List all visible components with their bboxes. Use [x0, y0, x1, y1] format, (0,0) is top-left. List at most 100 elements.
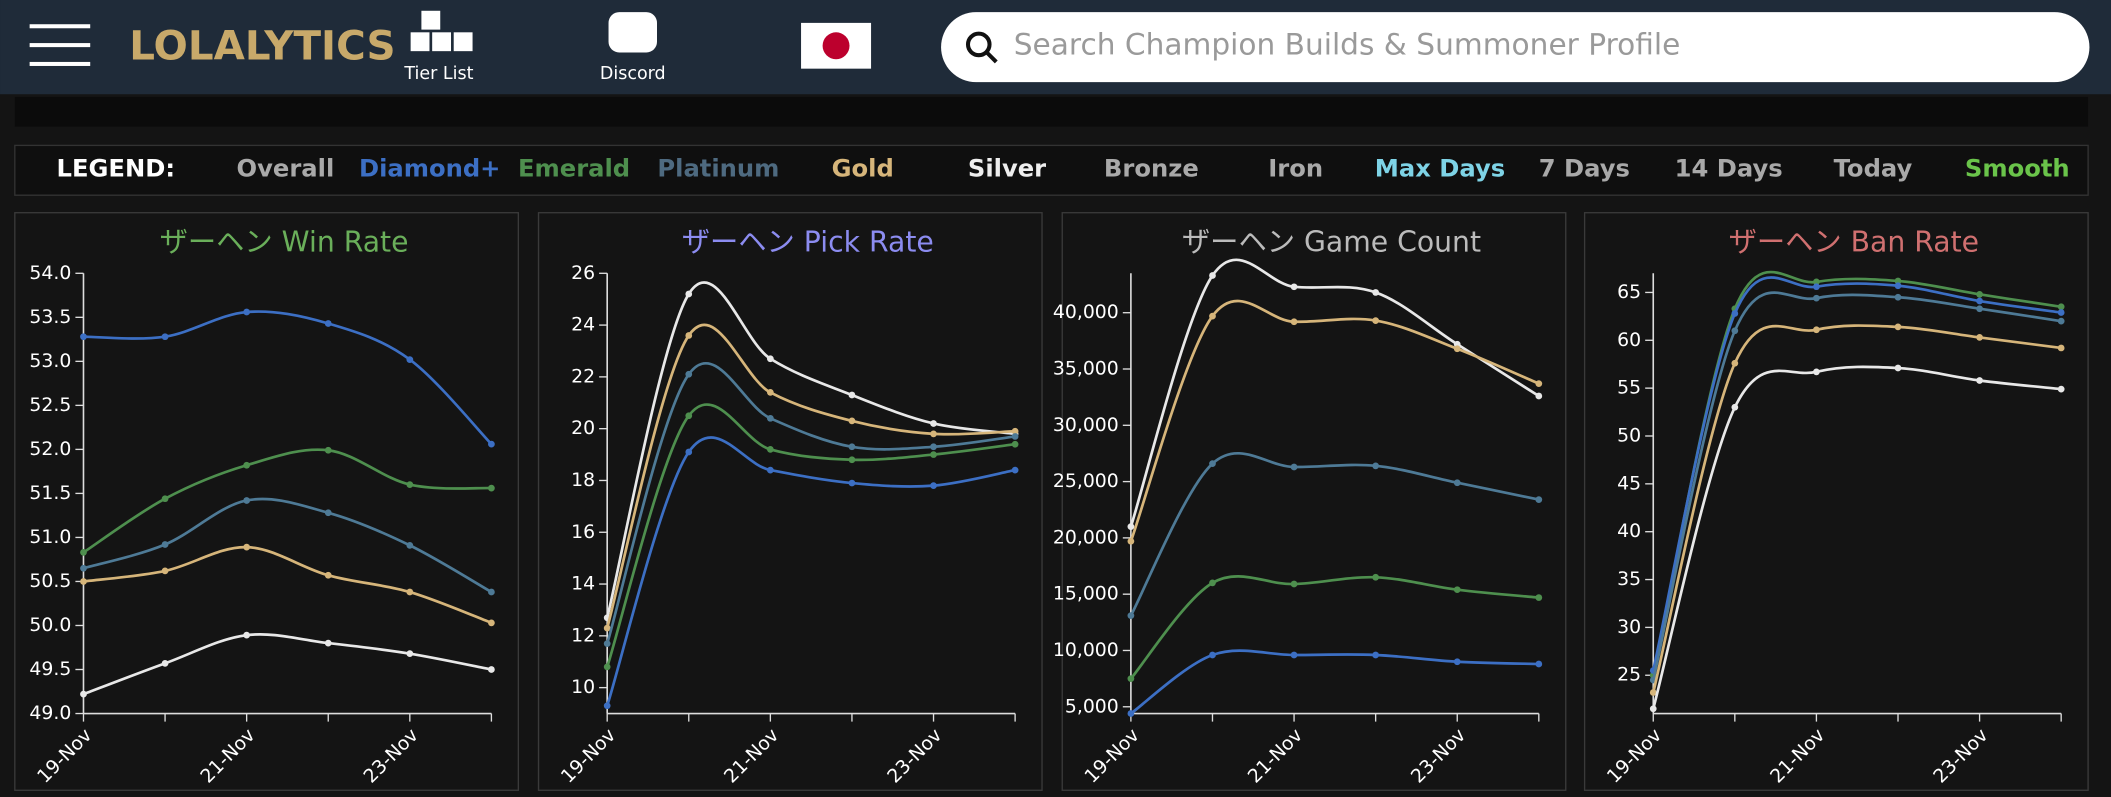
data-point [1535, 594, 1543, 601]
data-point [161, 333, 169, 341]
logo[interactable]: LOLALYTICS [129, 22, 395, 69]
cube [421, 10, 441, 30]
y-tick-label: 51.5 [29, 483, 71, 504]
legend-item[interactable]: Today [1834, 155, 1913, 183]
y-tick-label: 15,000 [1053, 584, 1119, 605]
legend-item[interactable]: Emerald [518, 155, 630, 183]
data-point [406, 650, 414, 658]
y-tick-label: 45 [1617, 473, 1641, 494]
legend-item[interactable]: Gold [832, 155, 894, 183]
y-tick-label: 12 [571, 625, 595, 646]
series-line [83, 633, 492, 696]
data-point [1894, 293, 1902, 301]
legend-item[interactable]: Max Days [1375, 155, 1505, 183]
data-point [1731, 310, 1739, 317]
data-point [1290, 283, 1298, 291]
data-point [1535, 380, 1543, 388]
y-tick-label: 14 [571, 574, 595, 595]
legend-item[interactable]: Silver [968, 155, 1046, 183]
data-point [406, 481, 414, 488]
y-tick-label: 53.0 [29, 351, 71, 372]
menu-button[interactable] [29, 24, 91, 66]
legend-item[interactable]: Smooth [1965, 155, 2070, 183]
y-tick-label: 49.0 [29, 703, 71, 724]
data-point [930, 430, 937, 438]
data-point [1290, 318, 1298, 326]
data-point [1372, 573, 1380, 581]
legend-item[interactable]: Overall [237, 155, 335, 183]
data-point [324, 320, 332, 327]
data-point [1813, 283, 1820, 291]
data-point [161, 495, 169, 503]
y-tick-label: 51.0 [29, 527, 71, 548]
legend-label: LEGEND: [57, 155, 175, 183]
data-point [1813, 368, 1820, 376]
discord-icon[interactable] [608, 12, 657, 53]
y-tick-label: 60 [1617, 330, 1641, 351]
y-tick-label: 24 [571, 315, 595, 336]
menu-line [29, 61, 91, 66]
chart-title: ザーヘン Pick Rate [682, 226, 934, 259]
data-point [766, 414, 774, 422]
legend-item[interactable]: Diamond+ [359, 155, 501, 183]
y-tick-label: 40,000 [1053, 302, 1119, 323]
data-point [488, 588, 495, 596]
data-point [1535, 392, 1543, 400]
y-tick-label: 20,000 [1053, 527, 1119, 548]
legend-bar [14, 144, 2089, 196]
data-point [1731, 359, 1739, 367]
data-point [766, 355, 774, 363]
data-point [2057, 385, 2065, 393]
y-tick-label: 5,000 [1065, 696, 1119, 717]
data-point [1011, 433, 1019, 440]
cube [410, 32, 430, 52]
data-point [161, 567, 169, 575]
data-point [1731, 327, 1739, 335]
data-point [243, 497, 251, 504]
y-tick-label: 50 [1617, 425, 1641, 446]
data-point [1011, 427, 1019, 435]
search-placeholder[interactable]: Search Champion Builds & Summoner Profil… [1014, 27, 1681, 61]
nav-tier-list[interactable]: Tier List [403, 64, 473, 84]
legend-item[interactable]: 14 Days [1675, 155, 1783, 183]
y-tick-label: 20 [571, 418, 595, 439]
data-point [324, 571, 332, 579]
data-point [1976, 334, 1983, 341]
data-point [603, 663, 611, 671]
data-point [848, 479, 856, 487]
data-point [1894, 364, 1902, 372]
charts: ザーヘン Win Rate 49.0 49.5 50.0 50.5 51.0 51.5 52.… [14, 212, 2089, 791]
cube [432, 32, 452, 52]
data-point [1209, 312, 1216, 320]
data-point [488, 484, 495, 492]
data-point [766, 466, 774, 474]
data-point [685, 448, 693, 456]
legend-item[interactable]: Iron [1268, 155, 1323, 183]
data-point [1372, 317, 1380, 324]
data-point [1209, 460, 1216, 467]
data-point [1290, 463, 1298, 471]
data-point [848, 391, 856, 399]
tier-list-icon[interactable] [410, 10, 473, 52]
data-point [1453, 345, 1461, 353]
data-point [1649, 689, 1657, 696]
legend-item[interactable]: Platinum [657, 155, 779, 183]
y-tick-label: 50.0 [29, 615, 71, 636]
data-point [161, 541, 169, 548]
cube [453, 32, 473, 52]
panel-bg [537, 212, 1043, 791]
data-point [1209, 272, 1216, 279]
data-point [2057, 309, 2065, 316]
nav-discord[interactable]: Discord [600, 64, 666, 84]
series-line [1130, 649, 1539, 715]
data-point [1976, 290, 1983, 298]
search-box[interactable] [941, 12, 2090, 83]
legend-item[interactable]: Bronze [1104, 155, 1199, 183]
data-point [930, 482, 937, 490]
legend-item[interactable]: 7 Days [1539, 155, 1630, 183]
y-tick-label: 55 [1617, 378, 1641, 399]
data-point [406, 356, 414, 363]
data-point [1894, 277, 1902, 285]
